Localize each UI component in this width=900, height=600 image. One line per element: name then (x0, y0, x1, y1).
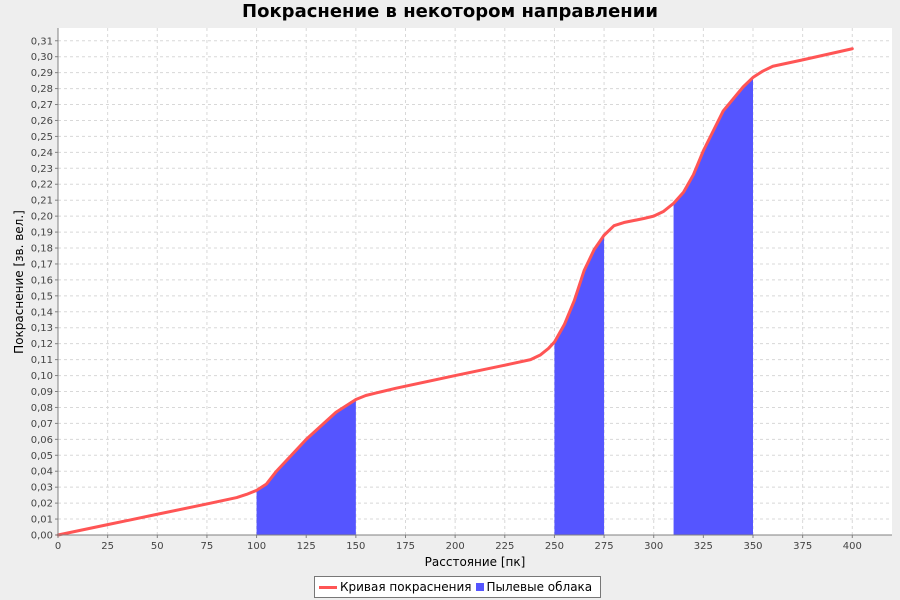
legend-item-curve: Кривая покраснения (319, 580, 472, 594)
y-tick-label: 0,21 (31, 196, 53, 207)
y-tick-label: 0,28 (31, 84, 53, 95)
y-tick-label: 0,00 (31, 531, 53, 542)
x-tick-label: 325 (694, 541, 713, 552)
legend-label-clouds: Пылевые облака (486, 580, 593, 594)
x-tick-label: 250 (545, 541, 564, 552)
x-tick-label: 125 (297, 541, 316, 552)
y-tick-label: 0,13 (31, 323, 53, 334)
y-tick-label: 0,30 (31, 52, 53, 63)
y-tick-label: 0,20 (31, 212, 53, 223)
y-tick-label: 0,31 (31, 36, 53, 47)
y-tick-label: 0,03 (31, 483, 53, 494)
x-tick-label: 300 (644, 541, 663, 552)
dust-cloud-area (256, 399, 356, 535)
legend-item-clouds: Пылевые облака (475, 580, 593, 594)
y-tick-label: 0,25 (31, 132, 53, 143)
x-tick-label: 50 (151, 541, 164, 552)
legend: Кривая покраснения Пылевые облака (314, 576, 602, 598)
chart-title: Покраснение в некотором направлении (242, 1, 658, 22)
y-tick-label: 0,22 (31, 180, 53, 191)
y-tick-label: 0,27 (31, 100, 53, 111)
x-tick-label: 0 (55, 541, 61, 552)
y-tick-label: 0,06 (31, 435, 53, 446)
y-tick-label: 0,15 (31, 291, 53, 302)
x-tick-label: 275 (595, 541, 614, 552)
y-tick-label: 0,11 (31, 355, 53, 366)
y-tick-label: 0,17 (31, 259, 53, 270)
y-tick-label: 0,29 (31, 68, 53, 79)
x-tick-label: 225 (495, 541, 514, 552)
x-tick-label: 350 (743, 541, 762, 552)
x-tick-label: 150 (346, 541, 365, 552)
x-tick-label: 400 (843, 541, 862, 552)
legend-label-curve: Кривая покраснения (340, 580, 472, 594)
y-tick-label: 0,16 (31, 275, 53, 286)
y-tick-label: 0,01 (31, 515, 53, 526)
dust-cloud-area (554, 235, 605, 535)
extinction-curve-layer (56, 47, 854, 537)
y-tick-label: 0,02 (31, 499, 53, 510)
y-tick-label: 0,09 (31, 387, 53, 398)
legend-swatch-area (475, 583, 484, 591)
y-axis-label: Покраснение [зв. вел.] (12, 210, 26, 354)
axes: 0,00 0,01 0,02 0,03 0,04 0,05 0,06 0,07 0,08 0,09… (31, 28, 892, 552)
y-tick-label: 0,07 (31, 419, 53, 430)
x-tick-label: 25 (101, 541, 114, 552)
y-tick-label: 0,18 (31, 244, 53, 255)
x-tick-label: 200 (446, 541, 465, 552)
y-tick-label: 0,14 (31, 307, 53, 318)
dust-cloud-regions (256, 77, 753, 536)
y-tick-label: 0,19 (31, 228, 53, 239)
dust-cloud-area (673, 77, 753, 536)
y-tick-label: 0,04 (31, 467, 53, 478)
x-tick-label: 175 (396, 541, 415, 552)
extinction-curve (56, 47, 854, 537)
y-tick-label: 0,10 (31, 371, 53, 382)
y-tick-label: 0,23 (31, 164, 53, 175)
x-tick-label: 100 (247, 541, 266, 552)
y-tick-label: 0,05 (31, 451, 53, 462)
legend-swatch-line (319, 585, 337, 589)
y-tick-label: 0,24 (31, 148, 53, 159)
y-tick-label: 0,12 (31, 339, 53, 350)
x-tick-label: 375 (793, 541, 812, 552)
x-axis-label: Расстояние [пк] (425, 555, 526, 569)
y-tick-label: 0,26 (31, 116, 53, 127)
x-tick-label: 75 (201, 541, 214, 552)
y-tick-label: 0,08 (31, 403, 53, 414)
